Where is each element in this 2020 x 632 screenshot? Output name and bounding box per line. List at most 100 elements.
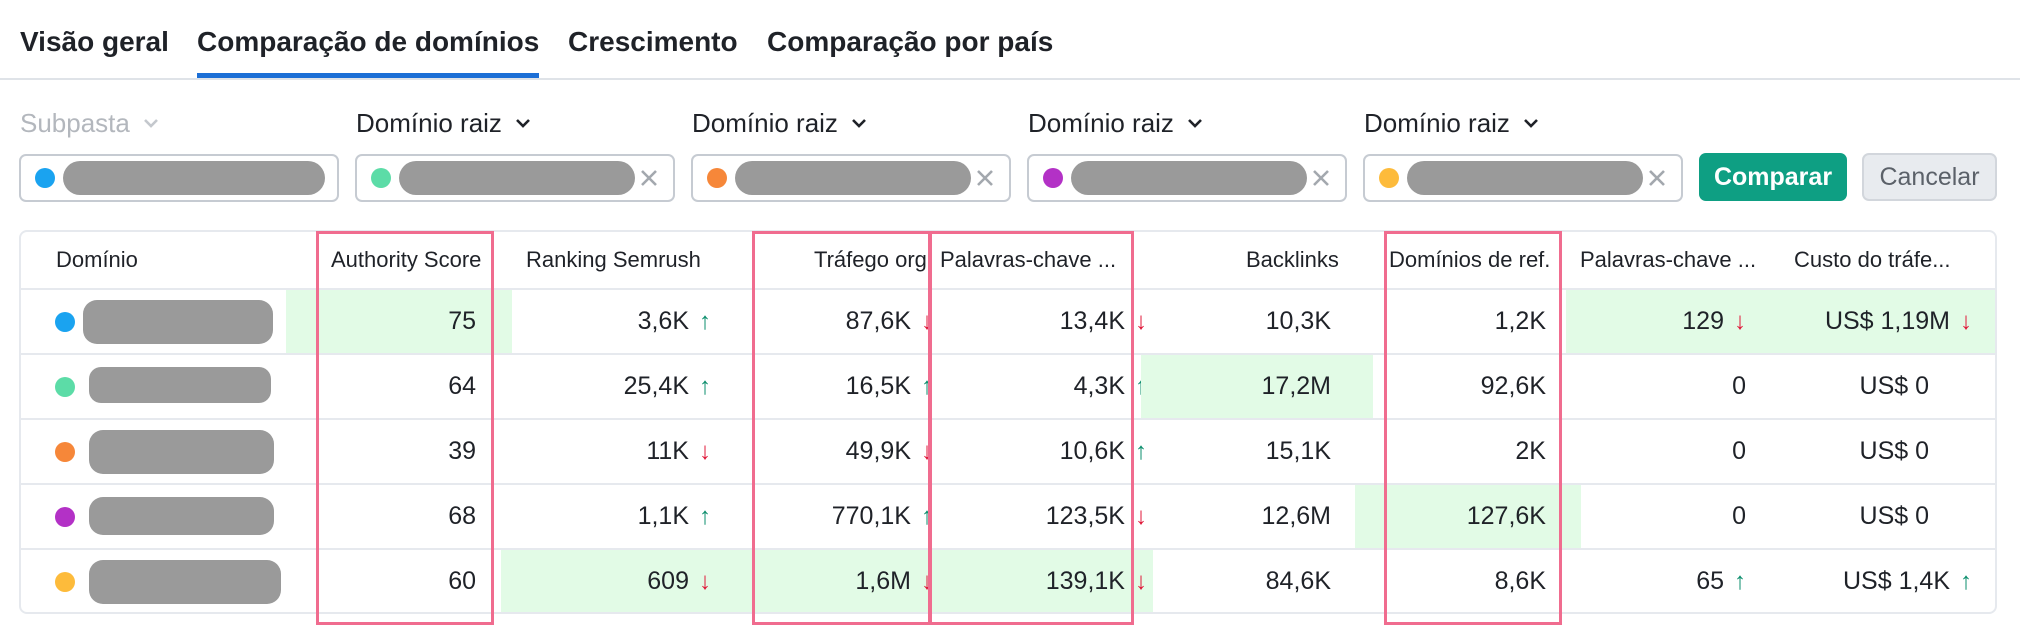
domain-color-dot [35, 168, 55, 188]
close-icon[interactable] [1307, 164, 1335, 192]
arrow-down-icon: ↓ [699, 568, 711, 595]
domain-input-3[interactable] [691, 154, 1011, 202]
backlinks-cell: 84,6K [1265, 567, 1331, 595]
referring-domains-cell: 92,6K [1480, 372, 1546, 400]
scope-dropdown-5[interactable]: Domínio raiz [1364, 106, 1540, 140]
chevron-down-icon [1186, 114, 1204, 132]
scope-dropdown-1: Subpasta [20, 106, 160, 140]
redacted-domain [63, 161, 325, 195]
arrow-up-icon: ↑ [921, 373, 933, 400]
organic-keywords-cell: 10,6K ↑ [941, 420, 1147, 483]
semrush-rank-cell: 609 ↓ [501, 550, 776, 612]
arrow-up-icon: ↑ [699, 308, 711, 335]
redacted-domain [1071, 161, 1307, 195]
scope-dropdown-label: Domínio raiz [356, 108, 502, 138]
organic-traffic-cell: 49,9K ↓ [761, 420, 933, 483]
redacted-domain[interactable] [89, 430, 274, 474]
value: 13,4K [1059, 307, 1125, 335]
value: 25,4K [623, 372, 689, 400]
value: 770,1K [831, 502, 911, 530]
domain-color-dot [55, 377, 75, 397]
close-icon[interactable] [1643, 164, 1671, 192]
organic-traffic-cell: 16,5K ↑ [761, 355, 933, 418]
domain-input-5[interactable] [1363, 154, 1683, 202]
header-domain[interactable]: Domínio [56, 247, 138, 272]
value: 609 [647, 567, 689, 595]
scope-dropdown-label: Subpasta [20, 108, 130, 138]
tab-overview[interactable]: Visão geral [20, 26, 169, 57]
scope-dropdown-3[interactable]: Domínio raiz [692, 106, 868, 140]
organic-keywords-cell: 13,4K ↓ [941, 290, 1147, 353]
referring-domains-cell: 8,6K [1494, 567, 1546, 595]
chevron-down-icon [1522, 114, 1540, 132]
redacted-domain[interactable] [89, 367, 271, 403]
backlinks-cell: 17,2M [1141, 355, 1373, 418]
paid-traffic-cost-cell: US$ 0 [1859, 502, 1929, 530]
arrow-up-icon: ↑ [1135, 438, 1147, 465]
paid-traffic-cost-cell: US$ 1,4K ↑ [1791, 550, 1995, 612]
header-organic-keywords[interactable]: Palavras-chave ... [940, 247, 1117, 272]
chevron-down-icon [514, 114, 532, 132]
value: 129 [1682, 307, 1724, 335]
tab-growth[interactable]: Crescimento [568, 26, 738, 57]
arrow-up-icon: ↑ [1960, 568, 1972, 595]
domain-input-1[interactable] [19, 154, 339, 202]
domain-input-4[interactable] [1027, 154, 1347, 202]
cancel-button[interactable]: Cancelar [1862, 153, 1997, 201]
scope-dropdown-2[interactable]: Domínio raiz [356, 106, 532, 140]
scope-dropdown-label: Domínio raiz [1028, 108, 1174, 138]
header-paid-keywords[interactable]: Palavras-chave ... [1580, 247, 1757, 272]
authority-score-cell: 64 [448, 372, 476, 400]
paid-keywords-cell: 129 ↓ [1566, 290, 1791, 353]
table-row: 60 609 ↓ 1,6M ↓ 139,1K ↓ 84,6K 8,6K 65 ↑ US$… [21, 548, 1995, 612]
value: 65 [1696, 567, 1724, 595]
authority-score-cell: 60 [448, 567, 476, 595]
domain-input-2[interactable] [355, 154, 675, 202]
arrow-down-icon: ↓ [1135, 503, 1147, 530]
scope-dropdown-4[interactable]: Domínio raiz [1028, 106, 1204, 140]
redacted-domain[interactable] [89, 497, 274, 535]
arrow-up-icon: ↑ [699, 503, 711, 530]
value: US$ 1,19M [1824, 307, 1950, 335]
domain-color-dot [55, 312, 75, 332]
paid-keywords-cell: 0 [1732, 437, 1746, 465]
header-referring-domains[interactable]: Domínios de ref. [1389, 247, 1551, 272]
value: US$ 1,4K [1842, 567, 1950, 595]
authority-score-cell: 75 [448, 307, 476, 335]
redacted-domain[interactable] [89, 560, 281, 604]
authority-score-cell: 68 [448, 502, 476, 530]
header-backlinks[interactable]: Backlinks [1246, 247, 1339, 272]
organic-traffic-cell: 87,6K ↓ [761, 290, 933, 353]
close-icon[interactable] [635, 164, 663, 192]
paid-traffic-cost-cell: US$ 0 [1859, 372, 1929, 400]
tab-domain-comparison[interactable]: Comparação de domínios [197, 24, 540, 78]
close-icon[interactable] [971, 164, 999, 192]
redacted-domain[interactable] [83, 300, 273, 344]
paid-traffic-cost-cell: US$ 1,19M ↓ [1791, 290, 1995, 353]
header-authority-score[interactable]: Authority Score [331, 247, 482, 272]
tab-country-comparison[interactable]: Comparação por país [767, 26, 1054, 57]
arrow-down-icon: ↓ [699, 438, 711, 465]
header-organic-traffic[interactable]: Tráfego org. [813, 247, 933, 272]
table-row: 39 11K ↓ 49,9K ↓ 10,6K ↑ 15,1K 2K 0 US$ 0 [21, 418, 1995, 483]
value: 87,6K [845, 307, 911, 335]
paid-keywords-cell: 65 ↑ [1566, 550, 1791, 612]
header-paid-traffic-cost[interactable]: Custo do tráfe... [1794, 247, 1951, 272]
compare-button[interactable]: Comparar [1699, 153, 1847, 201]
organic-traffic-cell: 770,1K ↑ [761, 485, 933, 548]
header-semrush-rank[interactable]: Ranking Semrush [526, 247, 701, 272]
table-row: 75 3,6K ↑ 87,6K ↓ 13,4K ↓ 10,3K 1,2K 129 ↓ U… [21, 288, 1995, 353]
value: 10,6K [1059, 437, 1125, 465]
domain-color-dot [55, 442, 75, 462]
chevron-down-icon [850, 114, 868, 132]
arrow-up-icon: ↑ [921, 503, 933, 530]
domain-color-dot [55, 572, 75, 592]
table-row: 64 25,4K ↑ 16,5K ↑ 4,3K↑ 17,2M 92,6K 0 US$… [21, 353, 1995, 418]
domain-color-dot [1043, 168, 1063, 188]
chevron-down-icon [142, 114, 160, 132]
highlight-cell [286, 290, 512, 353]
paid-keywords-cell: 0 [1732, 502, 1746, 530]
comparison-table: Domínio Authority Score Ranking Semrush … [19, 230, 1997, 614]
value: 11K [646, 437, 689, 465]
value: 1,1K [637, 502, 689, 530]
